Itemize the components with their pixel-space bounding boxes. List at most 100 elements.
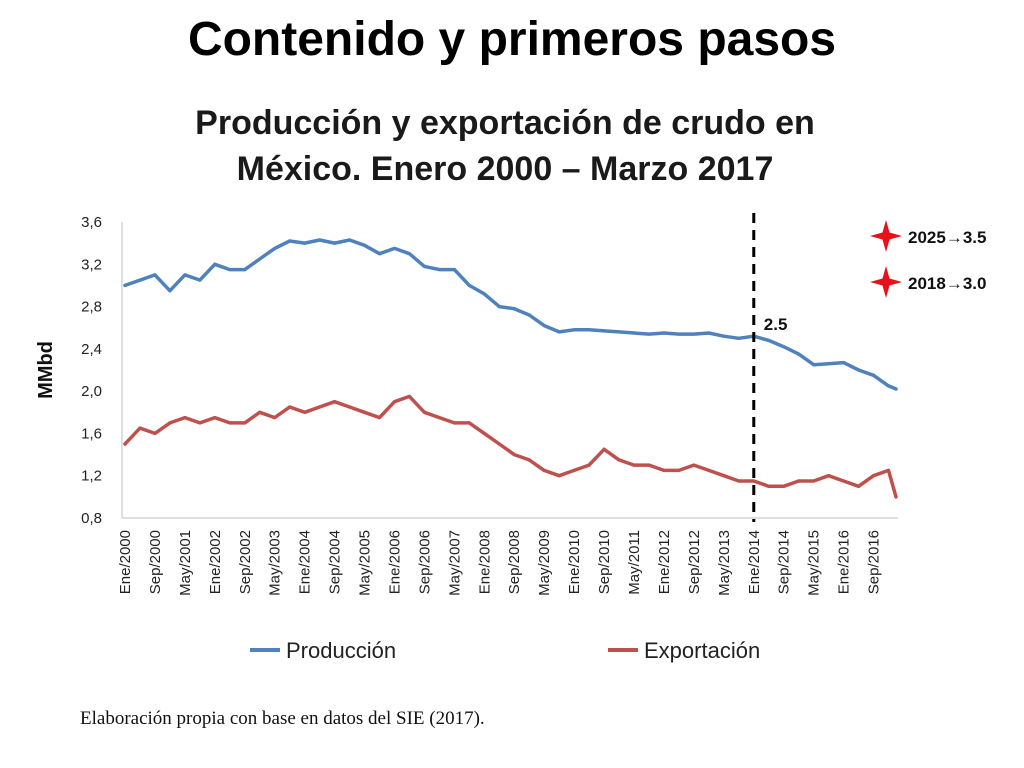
data-point-produccion bbox=[812, 363, 816, 367]
data-point-produccion bbox=[332, 241, 337, 245]
data-point-produccion bbox=[602, 329, 606, 333]
x-tick-label: Sep/2002 bbox=[237, 530, 254, 594]
x-tick-label: Sep/2010 bbox=[596, 530, 613, 594]
data-point-produccion bbox=[797, 352, 801, 356]
data-point-exportacion bbox=[782, 484, 786, 488]
data-point-exportacion bbox=[138, 426, 142, 430]
data-point-produccion bbox=[692, 332, 696, 336]
y-tick-label: 1,6 bbox=[81, 425, 102, 442]
data-point-exportacion bbox=[153, 431, 157, 436]
reference-line-label: 2.5 bbox=[764, 315, 788, 334]
data-point-exportacion bbox=[647, 463, 651, 467]
y-axis-label: MMbd bbox=[35, 341, 57, 399]
series-line-exportacion bbox=[123, 394, 898, 499]
data-point-produccion bbox=[243, 267, 247, 272]
data-point-produccion bbox=[452, 267, 456, 272]
data-point-exportacion bbox=[842, 479, 846, 483]
data-point-exportacion bbox=[213, 415, 217, 420]
slide-title: Contenido y primeros pasos bbox=[187, 13, 837, 66]
y-tick-label: 2,4 bbox=[81, 341, 102, 358]
data-point-produccion bbox=[587, 328, 591, 332]
data-point-produccion bbox=[377, 252, 382, 256]
data-point-exportacion bbox=[527, 458, 531, 462]
data-point-exportacion bbox=[767, 484, 771, 488]
x-tick-label: May/2015 bbox=[806, 530, 823, 596]
x-tick-label: Sep/2014 bbox=[776, 530, 793, 594]
data-point-produccion bbox=[288, 239, 292, 243]
data-point-produccion bbox=[228, 267, 232, 272]
data-point-exportacion bbox=[123, 442, 127, 446]
data-point-produccion bbox=[512, 307, 516, 311]
data-point-exportacion bbox=[303, 410, 307, 414]
data-point-exportacion bbox=[258, 410, 262, 414]
data-point-produccion bbox=[437, 267, 441, 272]
data-point-produccion bbox=[767, 338, 771, 342]
data-point-produccion bbox=[894, 387, 898, 391]
data-point-produccion bbox=[273, 246, 277, 251]
data-point-produccion bbox=[782, 345, 786, 349]
star-marker-icon bbox=[870, 266, 902, 298]
legend: Producción Exportación bbox=[250, 638, 760, 663]
data-point-produccion bbox=[392, 246, 397, 251]
data-point-exportacion bbox=[228, 421, 232, 425]
x-tick-label: May/2003 bbox=[267, 530, 284, 596]
data-point-produccion bbox=[123, 283, 127, 288]
x-tick-label: May/2009 bbox=[536, 530, 553, 596]
star-marker-icon bbox=[870, 220, 902, 252]
forecast-annotation-label: 2018→3.0 bbox=[908, 274, 986, 293]
data-point-exportacion bbox=[894, 495, 898, 499]
data-point-exportacion bbox=[722, 474, 726, 478]
data-point-produccion bbox=[467, 283, 471, 288]
data-point-produccion bbox=[362, 243, 367, 247]
data-point-produccion bbox=[842, 361, 846, 365]
x-tick-label: Ene/2000 bbox=[117, 530, 134, 594]
data-point-produccion bbox=[707, 331, 711, 335]
data-point-exportacion bbox=[347, 405, 352, 409]
data-point-produccion bbox=[138, 278, 142, 282]
data-point-produccion bbox=[497, 304, 501, 309]
data-point-exportacion bbox=[812, 479, 816, 483]
data-point-exportacion bbox=[602, 447, 606, 451]
data-point-produccion bbox=[632, 331, 636, 335]
data-point-exportacion bbox=[662, 468, 666, 473]
data-point-produccion bbox=[827, 362, 831, 366]
data-point-exportacion bbox=[407, 394, 412, 399]
data-point-exportacion bbox=[512, 452, 516, 457]
data-point-produccion bbox=[198, 278, 202, 282]
chart-axes bbox=[121, 222, 898, 519]
data-point-exportacion bbox=[437, 415, 441, 420]
data-point-produccion bbox=[407, 252, 412, 256]
chart-title: Producción y exportación de crudo en Méx… bbox=[195, 104, 815, 188]
x-tick-label: Sep/2016 bbox=[866, 530, 883, 594]
data-point-exportacion bbox=[392, 400, 397, 404]
x-tick-label: Sep/2008 bbox=[506, 530, 523, 594]
data-point-exportacion bbox=[707, 468, 711, 473]
data-point-produccion bbox=[572, 328, 576, 332]
data-point-exportacion bbox=[482, 431, 486, 436]
data-point-produccion bbox=[871, 373, 876, 377]
data-point-exportacion bbox=[273, 415, 277, 420]
data-point-produccion bbox=[303, 241, 307, 245]
data-point-exportacion bbox=[632, 463, 636, 467]
data-point-exportacion bbox=[827, 474, 831, 478]
data-point-exportacion bbox=[797, 479, 801, 483]
data-point-exportacion bbox=[587, 463, 591, 467]
series-group bbox=[123, 238, 898, 499]
data-point-produccion bbox=[542, 324, 546, 328]
data-point-exportacion bbox=[856, 484, 861, 488]
data-point-produccion bbox=[557, 330, 561, 334]
data-point-exportacion bbox=[617, 458, 621, 462]
x-tick-label: May/2001 bbox=[177, 530, 194, 596]
data-point-exportacion bbox=[737, 479, 741, 483]
data-point-produccion bbox=[482, 292, 486, 296]
data-point-exportacion bbox=[422, 410, 427, 414]
x-tick-label: Sep/2012 bbox=[686, 530, 703, 594]
data-point-exportacion bbox=[467, 421, 471, 425]
data-point-exportacion bbox=[452, 421, 456, 425]
x-tick-label: Ene/2014 bbox=[746, 530, 763, 594]
x-tick-label: May/2007 bbox=[446, 530, 463, 596]
data-point-exportacion bbox=[168, 421, 172, 425]
forecast-annotations: 2025→3.5 2018→3.0 bbox=[870, 220, 986, 298]
data-point-exportacion bbox=[377, 415, 382, 420]
